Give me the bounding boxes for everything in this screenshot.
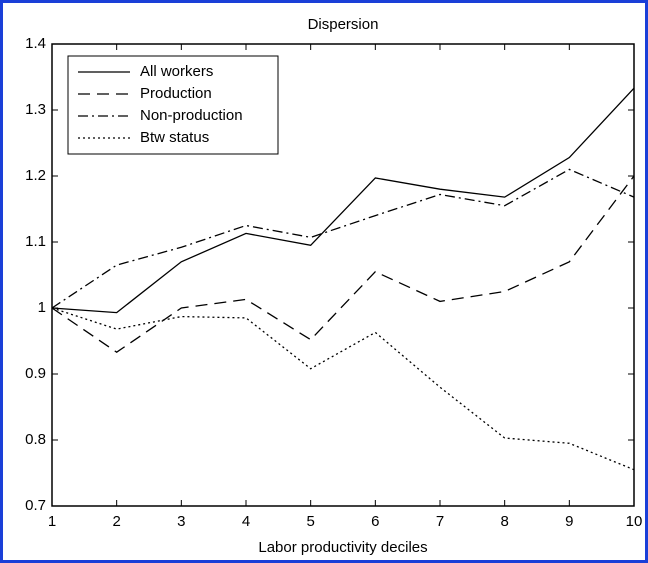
legend-label: Production xyxy=(140,85,212,102)
y-tick-label: 1.1 xyxy=(25,233,46,250)
x-tick-label: 7 xyxy=(436,513,444,530)
legend-label: All workers xyxy=(140,63,213,80)
x-tick-label: 2 xyxy=(112,513,120,530)
x-tick-label: 10 xyxy=(626,513,643,530)
x-tick-label: 1 xyxy=(48,513,56,530)
series-line xyxy=(51,175,635,354)
plot-area xyxy=(51,43,635,507)
x-tick-label: 4 xyxy=(242,513,250,530)
x-tick-label: 5 xyxy=(306,513,314,530)
x-tick-label: 3 xyxy=(177,513,185,530)
x-tick-label: 9 xyxy=(565,513,573,530)
legend-label: Btw status xyxy=(140,129,209,146)
y-tick-label: 1.4 xyxy=(25,35,46,52)
y-tick-label: 0.9 xyxy=(25,365,46,382)
series-line xyxy=(51,168,635,309)
y-tick-label: 0.7 xyxy=(25,497,46,514)
y-tick-label: 0.8 xyxy=(25,431,46,448)
x-tick-label: 6 xyxy=(371,513,379,530)
y-tick-label: 1 xyxy=(38,299,46,316)
series-line xyxy=(51,307,635,471)
x-axis-label: Labor productivity deciles xyxy=(258,539,427,556)
chart-title: Dispersion xyxy=(308,16,379,33)
series-line xyxy=(51,87,635,314)
x-tick-label: 8 xyxy=(500,513,508,530)
chart: Dispersion Labor productivity deciles 0.… xyxy=(25,16,643,556)
y-tick-label: 1.3 xyxy=(25,101,46,118)
legend-label: Non-production xyxy=(140,107,243,124)
y-tick-label: 1.2 xyxy=(25,167,46,184)
